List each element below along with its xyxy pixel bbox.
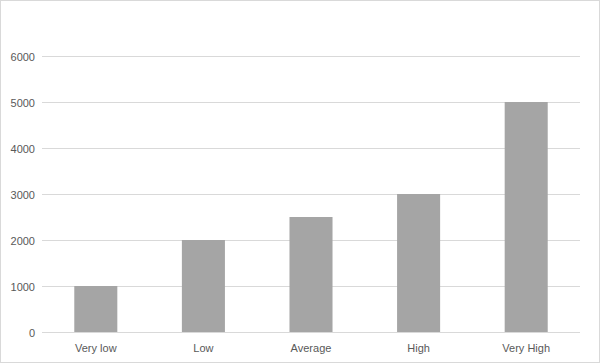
x-tick-label: Very low	[75, 342, 117, 354]
y-tick-label: 2000	[11, 235, 35, 247]
bar	[74, 286, 117, 332]
chart-container: 0 1000 2000 3000 4000 5000 6000 Very low Low Aver…	[0, 0, 600, 363]
grid-line	[42, 332, 580, 333]
x-tick-label: High	[407, 342, 430, 354]
bar	[505, 102, 548, 332]
grid-line	[42, 102, 580, 103]
page: {"chart_data": {"type": "bar", "categori…	[0, 0, 600, 363]
y-tick-label: 4000	[11, 143, 35, 155]
bar	[289, 217, 332, 332]
y-tick-label: 6000	[11, 51, 35, 63]
x-tick-label: Average	[291, 342, 332, 354]
grid-line	[42, 56, 580, 57]
grid	[42, 57, 580, 333]
x-tick-labels: Very low Low Average High Very High	[75, 342, 550, 354]
bar	[182, 240, 225, 332]
chart-svg: 0 1000 2000 3000 4000 5000 6000 Very low Low Aver…	[0, 0, 600, 363]
y-tick-label: 5000	[11, 97, 35, 109]
bars	[74, 102, 547, 332]
x-tick-label: Low	[193, 342, 213, 354]
chart-border	[1, 1, 600, 363]
grid-line	[42, 148, 580, 149]
x-tick-label: Very High	[502, 342, 550, 354]
bar	[397, 194, 440, 332]
y-tick-labels: 0 1000 2000 3000 4000 5000 6000	[11, 51, 35, 339]
grid-line	[42, 194, 580, 195]
y-tick-label: 0	[29, 327, 35, 339]
y-tick-label: 3000	[11, 189, 35, 201]
y-tick-label: 1000	[11, 281, 35, 293]
